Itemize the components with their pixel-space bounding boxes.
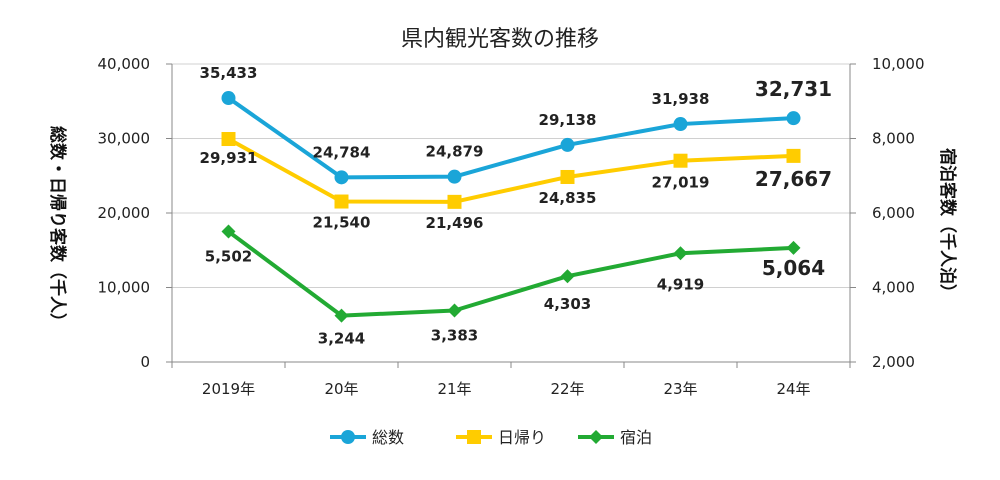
x-tick-label: 23年 [663,380,697,398]
data-labels: 35,433 24,784 24,879 29,138 31,938 32,731 29,9… [200,64,833,348]
x-tick-label: 24年 [776,380,810,398]
x-tick-label: 22年 [550,380,584,398]
x-tick-label: 20年 [324,380,358,398]
marker-point [786,240,801,255]
legend-label: 総数 [372,428,404,447]
data-label: 5,064 [762,256,825,280]
series-lines [227,96,794,318]
data-label: 24,784 [313,143,371,161]
marker-point [447,169,462,184]
data-label: 35,433 [200,64,258,82]
data-label: 3,383 [431,326,478,344]
legend-marker [589,430,603,444]
left-tick-label: 20,000 [98,204,151,222]
left-tick-label: 40,000 [98,55,151,73]
left-axis-label: 総数・日帰り客数（千人） [47,126,68,330]
data-label: 24,879 [426,143,484,161]
marker-point [447,303,462,318]
series-line-3 [227,229,794,318]
left-tick-label: 30,000 [98,130,151,148]
legend-label: 宿泊 [620,428,652,447]
data-label: 29,931 [200,149,258,167]
left-axis-ticks: 0 10,000 20,000 30,000 40,000 [98,55,151,371]
left-tick-label: 10,000 [98,279,151,297]
legend-marker [341,430,355,444]
marker-point [447,194,462,209]
marker-point [221,224,236,239]
data-label: 4,919 [657,275,704,293]
series-line-1 [227,96,794,180]
marker-point [673,153,688,168]
x-axis-ticks: 2019年 20年 21年 22年 23年 24年 [202,380,811,398]
data-label: 21,496 [426,214,484,232]
right-axis-ticks: 2,000 4,000 6,000 8,000 10,000 [872,55,925,371]
series-line-2 [227,137,794,204]
marker-point [673,117,688,132]
data-label: 32,731 [755,77,832,101]
marker-point [560,269,575,284]
axes [166,63,856,368]
data-label: 27,667 [755,167,832,191]
marker-point [673,246,688,261]
x-tick-label: 21年 [437,380,471,398]
data-label: 21,540 [313,214,371,232]
marker-point [334,194,349,209]
gridlines [172,63,850,288]
left-tick-label: 0 [140,353,150,371]
marker-point [786,148,801,163]
data-label: 3,244 [318,330,365,348]
legend: 総数 日帰り 宿泊 [330,428,652,447]
chart-title: 県内観光客数の推移 [401,27,599,52]
data-label: 31,938 [652,90,710,108]
right-axis-label: 宿泊客数（千人泊） [937,148,958,301]
marker-point [560,137,575,152]
marker-point [786,111,801,126]
right-tick-label: 2,000 [872,353,915,371]
legend-label: 日帰り [498,428,546,447]
legend-marker [467,430,481,444]
right-tick-label: 6,000 [872,204,915,222]
marker-point [334,308,349,323]
series-markers [221,91,801,323]
marker-point [560,169,575,184]
data-label: 27,019 [652,174,710,192]
x-tick-label: 2019年 [202,380,255,398]
data-label: 5,502 [205,248,252,266]
marker-point [221,91,236,106]
data-label: 24,835 [539,189,597,207]
data-label: 4,303 [544,295,591,313]
right-tick-label: 4,000 [872,279,915,297]
right-tick-label: 10,000 [872,55,925,73]
right-tick-label: 8,000 [872,130,915,148]
data-label: 29,138 [539,111,597,129]
marker-point [334,170,349,185]
marker-point [221,132,236,147]
